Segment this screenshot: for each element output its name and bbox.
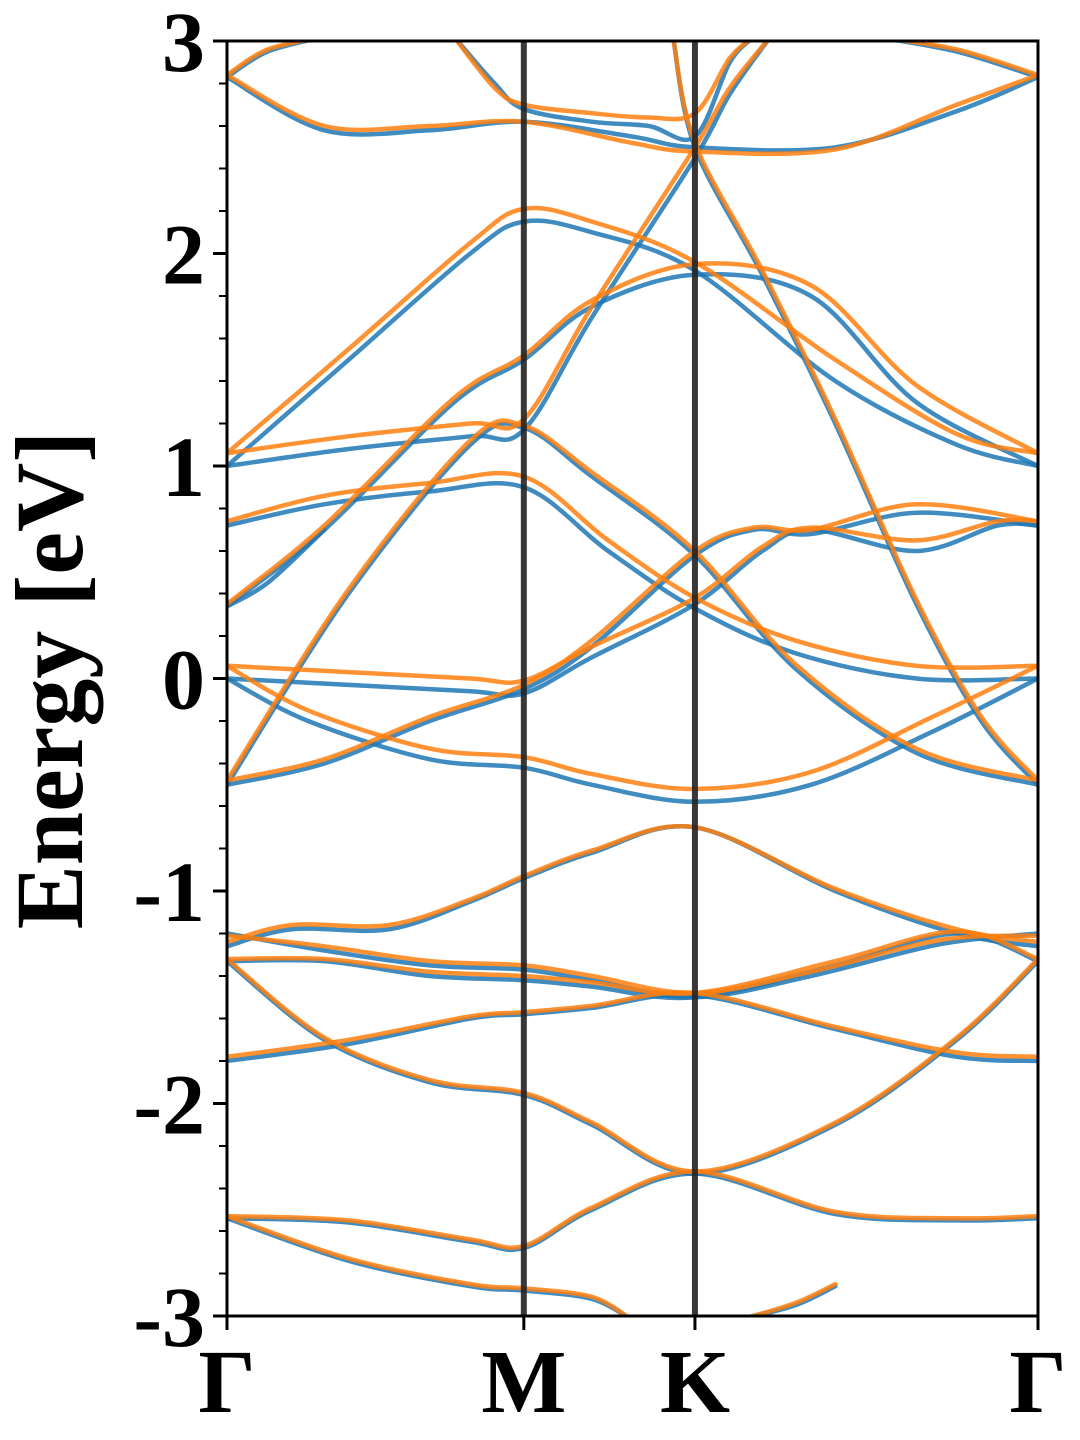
band-line-series-1-15 <box>227 929 1038 996</box>
band-line-series-1-3 <box>890 41 1038 78</box>
y-tick-label: -3 <box>133 1269 205 1365</box>
band-line-series-0-7 <box>227 421 1038 788</box>
band-line-series-0-12 <box>227 676 1038 805</box>
band-line-series-1-13 <box>227 823 1038 945</box>
band-line-series-1-9 <box>227 261 1038 607</box>
band-lines <box>227 41 1038 1316</box>
band-line-series-1-10 <box>227 517 1038 685</box>
y-axis: 3 2 1 0 -1 -2 -3 <box>133 0 227 1365</box>
band-line-series-0-14 <box>227 824 1038 949</box>
band-line-series-1-16 <box>227 956 1038 1174</box>
band-line-series-0-4 <box>227 218 1038 469</box>
band-line-series-1-1 <box>227 41 315 78</box>
y-tick-label: 2 <box>162 207 205 303</box>
band-line-series-0-13 <box>227 510 1038 788</box>
y-tick-label: -1 <box>133 844 205 940</box>
y-axis-label: Energy [eV] <box>0 431 103 930</box>
band-line-series-1-19 <box>227 1213 631 1316</box>
band-line-series-0-1 <box>227 41 316 80</box>
band-line-series-1-12 <box>227 502 1038 783</box>
x-tick-label: M <box>481 1333 566 1432</box>
y-tick-label: 1 <box>162 419 205 515</box>
band-line-series-0-19 <box>227 1171 1038 1253</box>
y-tick-label: 0 <box>162 632 205 728</box>
y-tick-label: -2 <box>133 1057 205 1153</box>
x-tick-label: Γ <box>1009 1333 1066 1432</box>
band-line-series-1-14 <box>227 933 1038 996</box>
band-line-series-0-8 <box>227 481 1038 683</box>
x-tick-label: Γ <box>198 1333 255 1432</box>
band-line-series-1-0 <box>227 72 1038 157</box>
band-line-series-0-2 <box>454 41 753 143</box>
band-line-series-1-11 <box>227 663 1038 792</box>
band-line-series-0-3 <box>887 41 1038 80</box>
band-line-series-0-0 <box>227 74 1038 153</box>
band-line-series-1-2 <box>454 41 753 122</box>
band-line-series-1-17 <box>227 990 1038 1060</box>
band-line-series-0-11 <box>227 521 1038 698</box>
band-line-series-1-20 <box>744 1281 838 1316</box>
band-line-series-1-4 <box>227 205 1038 456</box>
y-tick-label: 3 <box>162 0 205 90</box>
band-line-series-0-16 <box>227 931 1038 1001</box>
high-symmetry-lines <box>520 41 698 1316</box>
x-tick-label: K <box>660 1333 730 1432</box>
band-line-series-0-10 <box>227 527 327 609</box>
band-line-series-1-7 <box>227 418 1038 783</box>
band-line-series-1-18 <box>227 1169 1038 1250</box>
band-line-series-0-5 <box>227 41 771 469</box>
band-line-series-1-5 <box>227 41 770 456</box>
